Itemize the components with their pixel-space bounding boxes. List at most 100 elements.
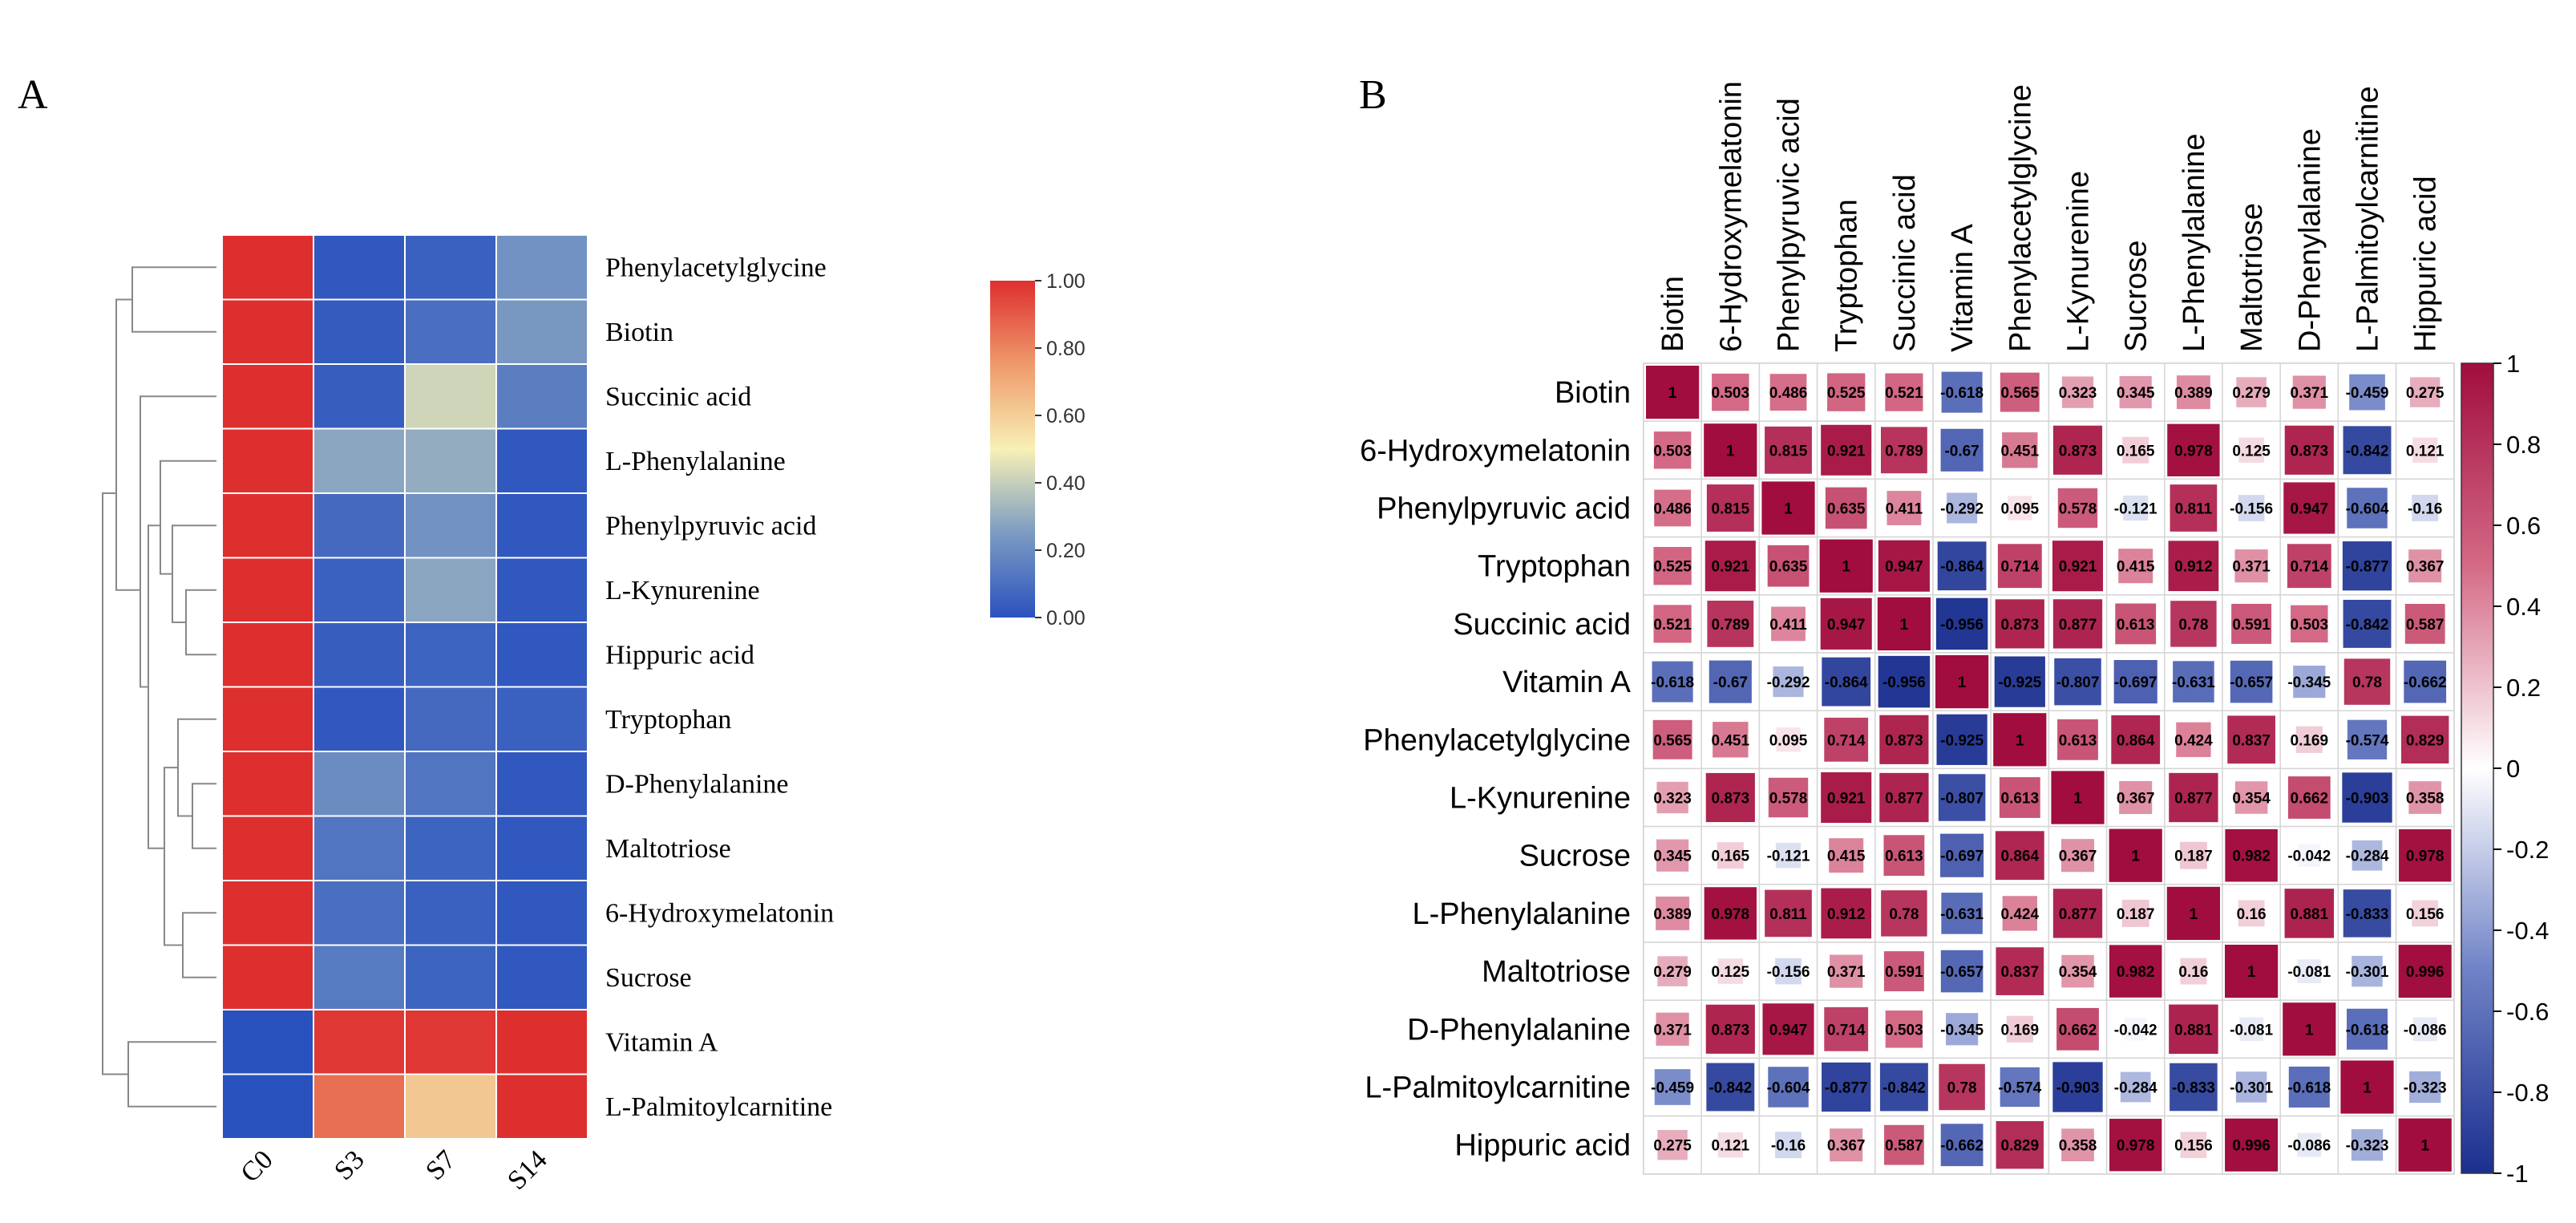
matrix-b-row-label: Biotin: [1555, 376, 1631, 410]
heatmap-a-cell: [221, 1073, 314, 1140]
matrix-b-cell: [1996, 947, 2044, 995]
matrix-b-cell: [2052, 599, 2103, 649]
matrix-b-cell-value: 0.367: [2406, 559, 2445, 576]
matrix-b-row-label: Vitamin A: [1502, 666, 1631, 699]
matrix-b-cell: [1821, 888, 1872, 939]
matrix-b-cell-value: 0.982: [2117, 964, 2155, 981]
matrix-b-cell: [2236, 377, 2267, 407]
matrix-b-column-label: Sucrose: [2120, 241, 2153, 352]
matrix-b-cell: [2119, 376, 2152, 409]
matrix-b-cell-value: -0.086: [2287, 1138, 2331, 1155]
matrix-b-cell: [2227, 715, 2275, 764]
heatmap-a-cell: [404, 557, 497, 623]
matrix-b-cell: [2238, 437, 2264, 464]
matrix-b-cell: [1996, 1120, 2044, 1169]
matrix-b-cell: [2170, 484, 2218, 532]
matrix-b-cell-value: -0.67: [1944, 443, 1979, 460]
matrix-b-cell-value: -0.631: [2172, 674, 2215, 691]
dendrogram-branch: [160, 460, 216, 575]
matrix-b-cell-value: 0.486: [1769, 385, 1808, 402]
matrix-b-cell: [1941, 893, 1983, 934]
matrix-b-cell-value: 0.873: [2001, 617, 2040, 634]
heatmap-a-cell: [221, 1009, 314, 1075]
dendrogram-branch: [115, 298, 140, 591]
matrix-b-cell: [2238, 495, 2265, 521]
matrix-b-cell-value: 0.978: [2406, 848, 2445, 865]
matrix-b-cell-value: 0.424: [2174, 732, 2213, 749]
dendrogram-branch: [172, 524, 216, 623]
matrix-b-cell: [1765, 889, 1812, 937]
matrix-b-cell-value: 1: [1726, 443, 1735, 460]
matrix-b-cell: [2061, 954, 2094, 988]
matrix-b-cell: [1880, 427, 1927, 474]
heatmap-a-cell: [221, 880, 314, 946]
matrix-b-cell: [1765, 426, 1812, 474]
matrix-b-cell-value: 0.877: [2059, 617, 2097, 634]
matrix-b-cell: [2167, 423, 2220, 476]
heatmap-a-column-labels: C0 S3 S7 S14: [235, 1144, 552, 1196]
matrix-b-cell: [1654, 489, 1691, 527]
matrix-b-cell-value: -0.323: [2404, 1080, 2447, 1097]
matrix-b-cell-value: 0.345: [2117, 385, 2155, 402]
heatmap-a-cell: [495, 234, 588, 301]
matrix-b-cell-value: -0.618: [2287, 1080, 2331, 1097]
matrix-b-cell: [2343, 889, 2392, 937]
heatmap-a-cell: [495, 1073, 588, 1140]
matrix-b-column-label: Vitamin A: [1946, 224, 1980, 352]
matrix-b-cell-value: 0.714: [2291, 559, 2329, 576]
matrix-b-cell: [2412, 495, 2439, 521]
matrix-b-cell-value: 0.095: [1769, 732, 1808, 749]
matrix-b-cell-value: 0.451: [1712, 732, 1750, 749]
matrix-b-cell-value: -0.042: [2287, 848, 2331, 865]
matrix-b-cell-value: 1: [2131, 848, 2140, 865]
matrix-b-cell: [1761, 481, 1815, 535]
dendrogram-branch: [164, 767, 183, 946]
matrix-b-cell-value: 0.613: [2117, 617, 2155, 634]
matrix-b-cell: [2002, 432, 2038, 468]
matrix-b-cell-value: -0.877: [1825, 1080, 1868, 1097]
matrix-b-cell-value: 0.613: [2001, 791, 2040, 808]
matrix-b-cell: [2346, 1008, 2388, 1050]
matrix-b-cell-value: -0.618: [2346, 1022, 2389, 1039]
matrix-b-cell-value: -0.121: [1767, 848, 1810, 865]
matrix-b-column-label: 6-Hydroxymelatonin: [1714, 81, 1748, 352]
matrix-b-cell-value: 0.714: [1827, 732, 1866, 749]
matrix-b-cell: [1940, 833, 1984, 877]
matrix-b-cell-value: 0.411: [1886, 501, 1923, 518]
matrix-b-cell-value: 0.635: [1769, 559, 1808, 576]
matrix-b-cell: [1825, 487, 1867, 529]
heatmap-a-cells: [221, 234, 588, 1140]
matrix-b-cell-value: 0.996: [2406, 964, 2445, 981]
heatmap-a-cell: [313, 686, 406, 752]
matrix-b-cell-value: 0.873: [1712, 791, 1750, 808]
matrix-b-cell: [2057, 488, 2098, 528]
heatmap-a-cell: [404, 363, 497, 430]
matrix-b-cell-value: 0.635: [1827, 501, 1866, 518]
matrix-b-cell: [1768, 777, 1809, 818]
matrix-b-cell-value: 0.877: [1885, 791, 1923, 808]
matrix-b-cell: [2180, 1132, 2207, 1159]
matrix-b-cell-value: 0.521: [1885, 385, 1923, 402]
matrix-b-cell-value: 0.354: [2232, 791, 2271, 808]
matrix-b-cell: [2340, 1060, 2394, 1114]
heatmap-a-cell: [313, 363, 406, 430]
colorbar-b-tick-label: -0.6: [2506, 998, 2549, 1026]
matrix-b-cell-value: 0.947: [1827, 617, 1866, 634]
matrix-b-cell-value: 0.78: [2352, 674, 2382, 691]
matrix-b-cell: [1824, 717, 1869, 762]
matrix-b-cell: [2293, 666, 2326, 699]
matrix-b-cell-value: 0.125: [1712, 964, 1750, 981]
panel-a-letter: A: [18, 72, 48, 118]
matrix-b-cell-value: -0.842: [2346, 617, 2389, 634]
matrix-b-cell-value: 0.358: [2059, 1138, 2097, 1155]
matrix-b-cell: [2000, 372, 2040, 412]
matrix-b-cell-value: -0.292: [1767, 674, 1810, 691]
matrix-b-column-label: Hippuric acid: [2409, 176, 2443, 352]
matrix-b-cell: [1935, 597, 1988, 650]
matrix-b-cell: [2052, 889, 2103, 938]
matrix-b-cell-value: 0.279: [2232, 385, 2271, 402]
matrix-b-cell: [2352, 955, 2383, 987]
heatmap-a-cell: [221, 427, 314, 494]
heatmap-a-cell: [495, 557, 588, 623]
matrix-b-cell-value: 1: [1900, 617, 1909, 634]
